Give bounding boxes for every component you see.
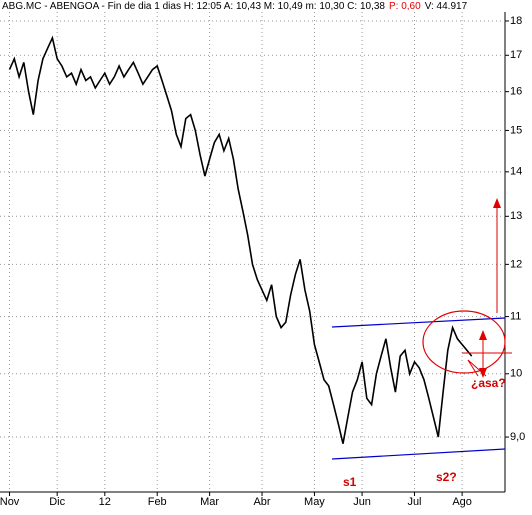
header: ABG.MC - ABENGOA - Fin de dia 1 dias H: … — [2, 1, 468, 12]
arrow-head — [493, 198, 501, 208]
x-tick-label: 12 — [99, 496, 111, 508]
header-change: P: 0,60 — [389, 1, 421, 12]
header-volume: V: 44.917 — [425, 1, 468, 12]
channel-top — [331, 317, 506, 328]
y-tick-label: 18 — [510, 15, 522, 27]
y-tick-label: 16 — [510, 86, 522, 98]
x-tick-label: Mar — [200, 496, 219, 508]
header-bg — [0, 0, 532, 12]
handle-ellipse — [422, 310, 506, 374]
y-tick-label: 10 — [510, 368, 522, 380]
y-tick-label: 12 — [510, 258, 522, 270]
y-tick-label: 11 — [510, 310, 521, 322]
marks — [8, 35, 473, 444]
annotation: ¿asa? — [471, 376, 506, 390]
channel-bottom — [331, 448, 506, 460]
y-tick-label: 15 — [510, 124, 522, 136]
x-tick-label: Feb — [148, 496, 167, 508]
y-tick-label: 17 — [510, 49, 522, 61]
x-tick-label: Ago — [452, 496, 472, 508]
annotation: s2? — [436, 470, 457, 484]
x-tick-label: Dic — [49, 496, 65, 508]
y-tick-label: 13 — [510, 210, 522, 222]
x-tick-label: Jul — [407, 496, 421, 508]
pointer-arrow — [467, 359, 487, 377]
y-tick-label: 14 — [510, 166, 522, 178]
pointer-arrow — [467, 359, 479, 377]
x-tick-label: Abr — [253, 496, 270, 508]
header-title: ABG.MC - ABENGOA - Fin de dia 1 dias H: … — [2, 1, 385, 12]
y-tick-label: 9,0 — [510, 431, 525, 443]
annotation: s1 — [343, 475, 357, 489]
price-line — [8, 35, 473, 444]
x-tick-label: May — [304, 496, 325, 508]
x-tick-label: Nov — [0, 496, 20, 508]
x-tick-label: Jun — [353, 496, 371, 508]
arrow-head — [479, 330, 487, 340]
